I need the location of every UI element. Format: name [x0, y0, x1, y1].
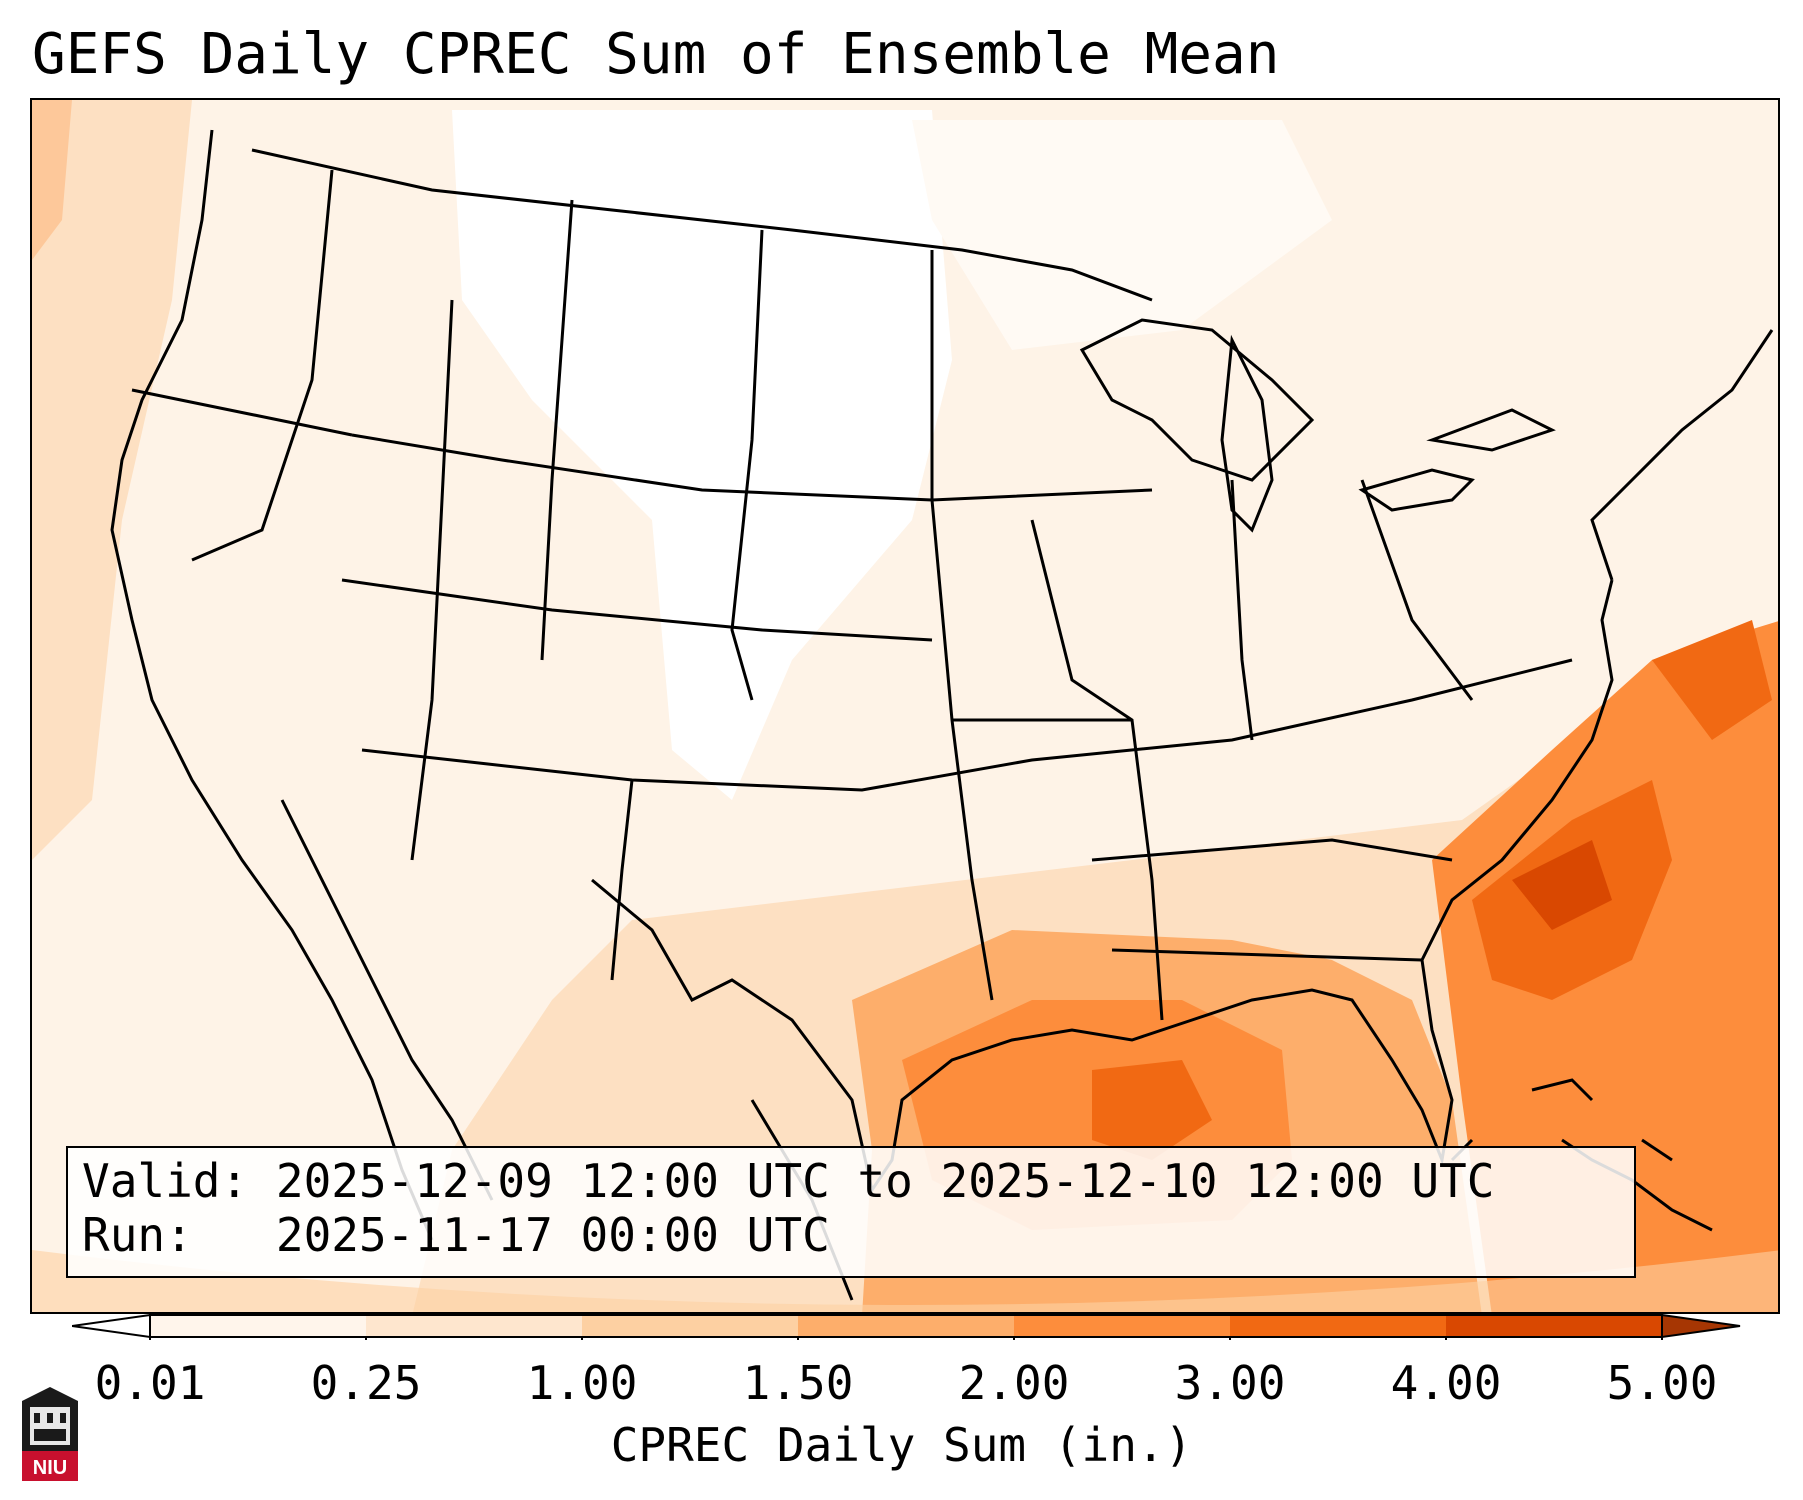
- dry-area-canada: [912, 120, 1332, 350]
- precipitation-map: [30, 98, 1780, 1314]
- dry-area-plains: [452, 110, 952, 800]
- colorbar-segment-1: [150, 1315, 366, 1337]
- valid-label: Valid:: [82, 1154, 249, 1208]
- valid-run-info-box: Valid: 2025-12-09 12:00 UTC to 2025-12-1…: [66, 1146, 1636, 1278]
- pacific-shading: [32, 100, 192, 860]
- baja: [280, 799, 494, 1201]
- colorbar-segment-2: [366, 1315, 582, 1337]
- canada-border: [251, 148, 1153, 302]
- page-title: GEFS Daily CPREC Sum of Ensemble Mean: [32, 22, 1280, 87]
- colorbar-segment-5: [1014, 1315, 1230, 1337]
- atlantic-offshore: [1652, 620, 1772, 740]
- colorbar-ticks: [149, 1337, 1663, 1340]
- colorbar-label: CPREC Daily Sum (in.): [610, 1418, 1193, 1472]
- colorbar-tick-label: 1.50: [742, 1356, 854, 1410]
- logo-text: NIU: [33, 1457, 67, 1479]
- west-coast: [110, 129, 434, 1241]
- colorbar-tick-label: 3.00: [1174, 1356, 1286, 1410]
- colorbar-tick-label: 5.00: [1606, 1356, 1718, 1410]
- colorbar-segment-7: [1446, 1315, 1662, 1337]
- colorbar-segment-3: [582, 1315, 798, 1337]
- northeast-coast: [1590, 329, 1774, 581]
- pacific-shading-strong: [32, 100, 72, 260]
- run-value: 2025-11-17 00:00 UTC: [275, 1208, 830, 1262]
- colorbar-segment-6: [1230, 1315, 1446, 1337]
- gulf-atlantic-coast: [591, 579, 1614, 1194]
- colorbar-tick-label: 0.25: [310, 1356, 422, 1410]
- gulf-very-heavy: [1092, 1060, 1212, 1160]
- atlantic-max: [1512, 840, 1612, 930]
- colorbar: [72, 1313, 1741, 1340]
- colorbar-tick-label: 0.01: [94, 1356, 206, 1410]
- colorbar-segment-4: [798, 1315, 1014, 1337]
- valid-value: 2025-12-09 12:00 UTC to 2025-12-10 12:00…: [275, 1154, 1495, 1208]
- colorbar-tick-label: 4.00: [1390, 1356, 1502, 1410]
- great-lakes: [1079, 318, 1315, 482]
- niu-logo-icon: NIU: [22, 1387, 78, 1481]
- colorbar-tick-label: 2.00: [958, 1356, 1070, 1410]
- colorbar-extend-high: [1661, 1313, 1741, 1339]
- run-label: Run:: [82, 1208, 193, 1262]
- southern-edge-shading: [32, 1250, 1778, 1312]
- colorbar-extend-low: [72, 1313, 151, 1339]
- map-canvas: [32, 100, 1778, 1312]
- colorbar-tick-label: 1.00: [526, 1356, 638, 1410]
